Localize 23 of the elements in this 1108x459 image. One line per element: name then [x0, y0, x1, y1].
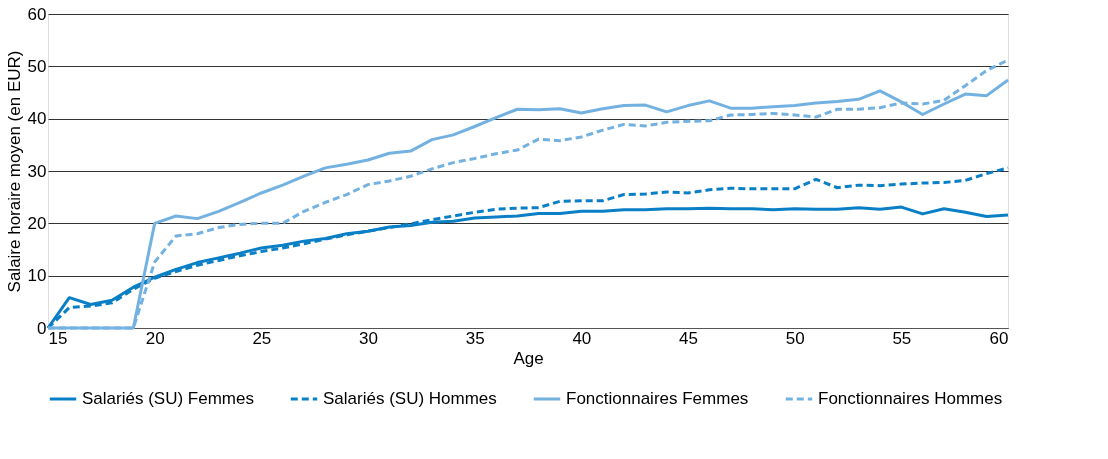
y-tick-label: 40	[27, 109, 47, 129]
x-tick-label: 35	[465, 328, 485, 348]
legend-label: Salariés (SU) Hommes	[323, 389, 497, 408]
y-tick-label: 60	[27, 4, 47, 24]
x-tick-label: 20	[145, 328, 165, 348]
y-tick-label: 20	[27, 213, 47, 233]
x-tick-label: 50	[785, 328, 805, 348]
x-tick-label: 45	[679, 328, 698, 348]
x-tick-label: 60	[989, 328, 1009, 348]
x-tick-label: 30	[359, 328, 378, 348]
y-tick-label: 0	[37, 318, 47, 338]
x-tick-label: 55	[892, 328, 912, 348]
legend-label: Salariés (SU) Femmes	[82, 389, 254, 408]
y-axis-title: Salaire horaire moyen (en EUR)	[4, 50, 24, 293]
x-axis-title: Age	[513, 348, 544, 368]
legend-label: Fonctionnaires Femmes	[566, 389, 749, 408]
x-tick-label: 40	[572, 328, 592, 348]
legend-label: Fonctionnaires Hommes	[818, 389, 1003, 408]
x-tick-label: 25	[252, 328, 272, 348]
y-tick-label: 30	[27, 161, 47, 181]
x-tick-label: 15	[48, 328, 68, 348]
y-tick-label: 10	[27, 266, 47, 286]
y-tick-label: 50	[27, 56, 47, 76]
